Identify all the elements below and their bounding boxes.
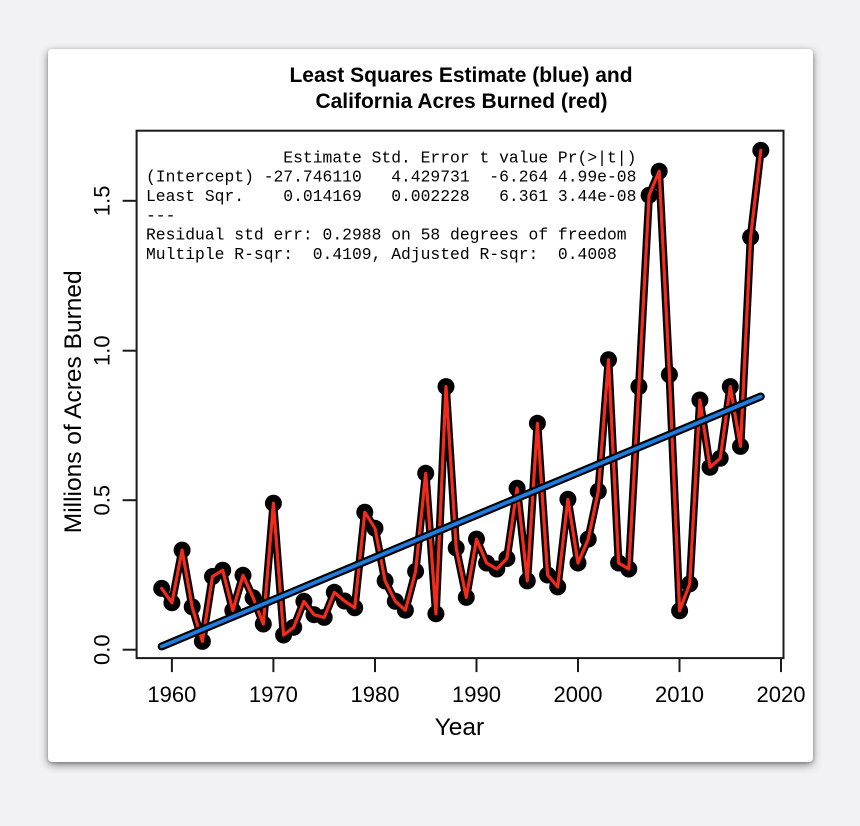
svg-text:1990: 1990	[452, 682, 501, 707]
svg-text:(Intercept) -27.746110 4.429: (Intercept) -27.746110 4.429731 -6.264 4…	[146, 168, 636, 187]
svg-text:California Acres Burned (red): California Acres Burned (red)	[315, 90, 607, 113]
svg-text:Residual std err: 0.2988 on 58: Residual std err: 0.2988 on 58 degrees o…	[146, 226, 627, 245]
svg-text:Least Sqr. 0.014169 0.002: Least Sqr. 0.014169 0.002228 6.361 3.44e…	[146, 187, 636, 206]
svg-text:2020: 2020	[757, 682, 806, 707]
svg-text:1980: 1980	[351, 682, 400, 707]
svg-text:Year: Year	[435, 714, 485, 741]
svg-text:1970: 1970	[249, 682, 298, 707]
svg-text:---: ---	[146, 206, 175, 225]
svg-text:Multiple R-sqr: 0.4109, Adjus: Multiple R-sqr: 0.4109, Adjusted R-sqr: …	[146, 245, 617, 264]
svg-text:Estimate Std. Error t value Pr: Estimate Std. Error t value Pr(>|t|)	[146, 148, 636, 167]
svg-text:Millions of Acres Burned: Millions of Acres Burned	[60, 270, 87, 533]
svg-text:1.0: 1.0	[90, 335, 115, 366]
svg-text:1.5: 1.5	[90, 186, 115, 217]
svg-text:0.5: 0.5	[90, 485, 115, 516]
svg-text:1960: 1960	[147, 682, 196, 707]
svg-text:0.0: 0.0	[90, 634, 115, 665]
svg-text:2000: 2000	[554, 682, 603, 707]
svg-text:Least Squares Estimate (blue): Least Squares Estimate (blue) and	[289, 64, 632, 87]
svg-text:2010: 2010	[655, 682, 704, 707]
